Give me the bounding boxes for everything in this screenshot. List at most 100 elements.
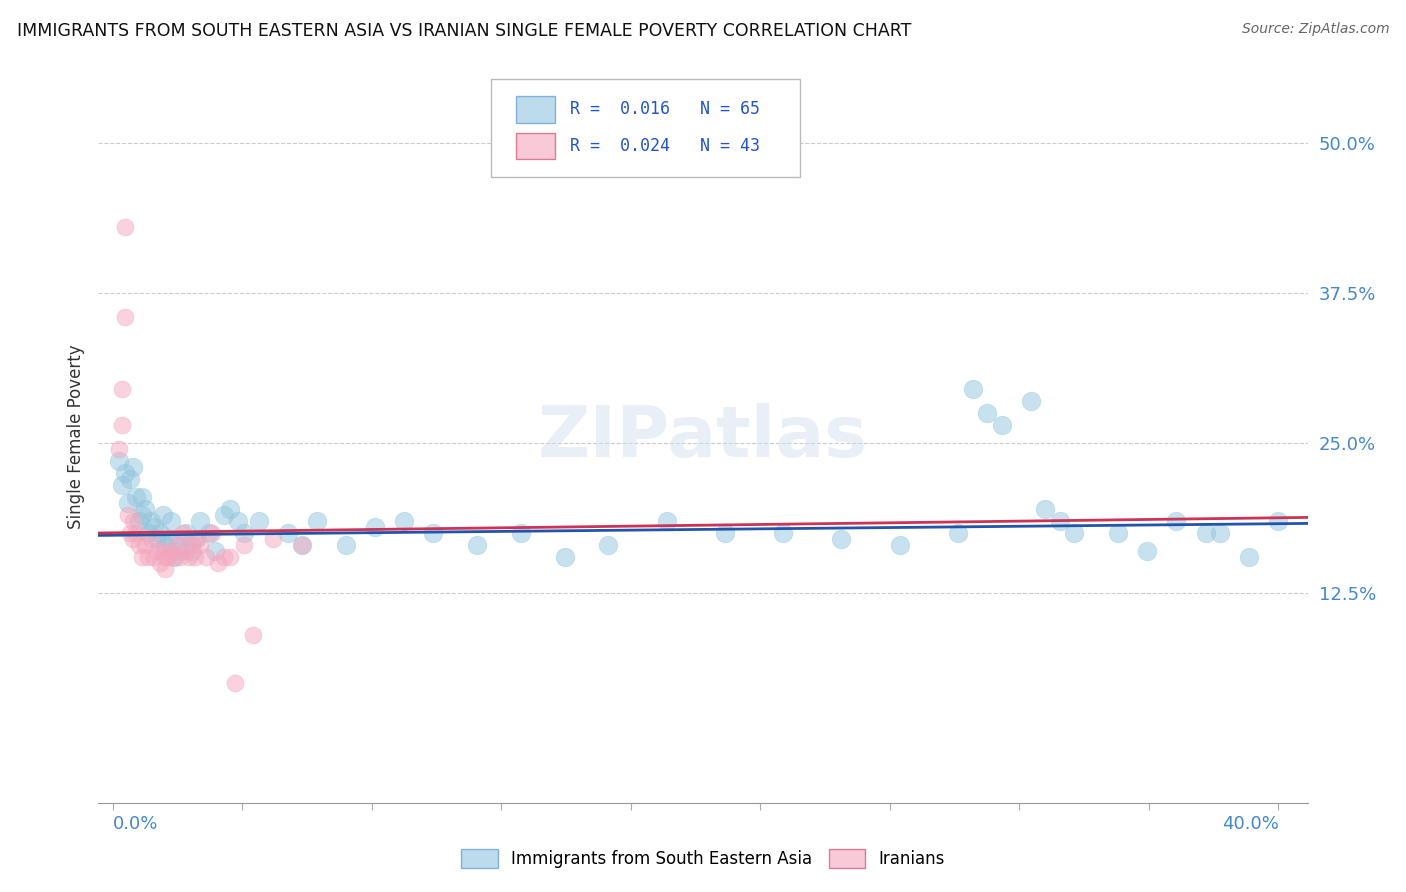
Point: [186, 532, 208, 546]
Point: [114, 220, 136, 235]
Text: Source: ZipAtlas.com: Source: ZipAtlas.com: [1241, 22, 1389, 37]
Point: [172, 526, 194, 541]
Point: [976, 406, 998, 420]
Y-axis label: Single Female Poverty: Single Female Poverty: [66, 345, 84, 529]
Point: [394, 514, 416, 528]
Point: [509, 526, 531, 541]
Point: [212, 508, 235, 522]
Point: [163, 549, 186, 564]
Point: [120, 472, 142, 486]
Text: 40.0%: 40.0%: [1222, 814, 1278, 833]
Point: [201, 526, 224, 541]
Point: [157, 532, 180, 546]
Point: [242, 628, 264, 642]
Text: IMMIGRANTS FROM SOUTH EASTERN ASIA VS IRANIAN SINGLE FEMALE POVERTY CORRELATION : IMMIGRANTS FROM SOUTH EASTERN ASIA VS IR…: [17, 22, 911, 40]
Point: [990, 418, 1012, 433]
FancyBboxPatch shape: [516, 96, 555, 122]
Point: [131, 508, 153, 522]
Point: [465, 538, 488, 552]
Text: ZIPatlas: ZIPatlas: [538, 402, 868, 472]
Point: [190, 538, 212, 552]
Point: [177, 549, 200, 564]
Point: [142, 520, 165, 534]
Point: [139, 514, 162, 528]
Point: [180, 538, 202, 552]
Point: [1239, 549, 1261, 564]
Point: [139, 532, 162, 546]
Point: [120, 526, 142, 541]
Text: R =  0.016   N = 65: R = 0.016 N = 65: [569, 101, 761, 119]
Point: [714, 526, 737, 541]
Point: [108, 442, 131, 456]
Point: [142, 549, 165, 564]
Point: [1209, 526, 1232, 541]
Point: [152, 508, 174, 522]
Point: [772, 526, 794, 541]
Point: [962, 382, 984, 396]
FancyBboxPatch shape: [492, 78, 800, 178]
Point: [1107, 526, 1129, 541]
Point: [174, 544, 197, 558]
Point: [160, 544, 183, 558]
Point: [180, 544, 202, 558]
Point: [149, 556, 172, 570]
Point: [163, 549, 186, 564]
Point: [218, 502, 240, 516]
Point: [598, 538, 620, 552]
Point: [155, 538, 177, 552]
Point: [291, 538, 314, 552]
Point: [262, 532, 284, 546]
Point: [122, 460, 145, 475]
Point: [889, 538, 911, 552]
Point: [190, 514, 212, 528]
Point: [122, 532, 145, 546]
Point: [169, 544, 191, 558]
Point: [233, 538, 256, 552]
Point: [195, 549, 218, 564]
Point: [183, 532, 205, 546]
Point: [247, 514, 270, 528]
Point: [1063, 526, 1085, 541]
Point: [152, 544, 174, 558]
Point: [1194, 526, 1216, 541]
Point: [128, 514, 150, 528]
Text: 0.0%: 0.0%: [112, 814, 159, 833]
Text: R =  0.024   N = 43: R = 0.024 N = 43: [569, 137, 761, 155]
Legend: Immigrants from South Eastern Asia, Iranians: Immigrants from South Eastern Asia, Iran…: [454, 842, 952, 875]
Point: [830, 532, 852, 546]
Point: [131, 549, 153, 564]
Point: [155, 549, 177, 564]
Point: [136, 526, 159, 541]
Point: [1136, 544, 1159, 558]
Point: [1049, 514, 1071, 528]
Point: [212, 549, 235, 564]
Point: [125, 490, 148, 504]
Point: [198, 526, 221, 541]
Point: [207, 556, 229, 570]
FancyBboxPatch shape: [516, 133, 555, 159]
Point: [111, 418, 134, 433]
Point: [114, 466, 136, 480]
Point: [364, 520, 387, 534]
Point: [149, 526, 172, 541]
Point: [655, 514, 678, 528]
Point: [166, 532, 188, 546]
Point: [125, 526, 148, 541]
Point: [111, 382, 134, 396]
Point: [226, 514, 249, 528]
Point: [145, 532, 167, 546]
Point: [111, 478, 134, 492]
Point: [117, 496, 139, 510]
Point: [174, 526, 197, 541]
Point: [136, 549, 159, 564]
Point: [204, 544, 226, 558]
Point: [291, 538, 314, 552]
Point: [218, 549, 240, 564]
Point: [422, 526, 444, 541]
Point: [1019, 394, 1042, 409]
Point: [108, 454, 131, 468]
Point: [145, 544, 167, 558]
Point: [1166, 514, 1188, 528]
Point: [117, 508, 139, 522]
Point: [305, 514, 328, 528]
